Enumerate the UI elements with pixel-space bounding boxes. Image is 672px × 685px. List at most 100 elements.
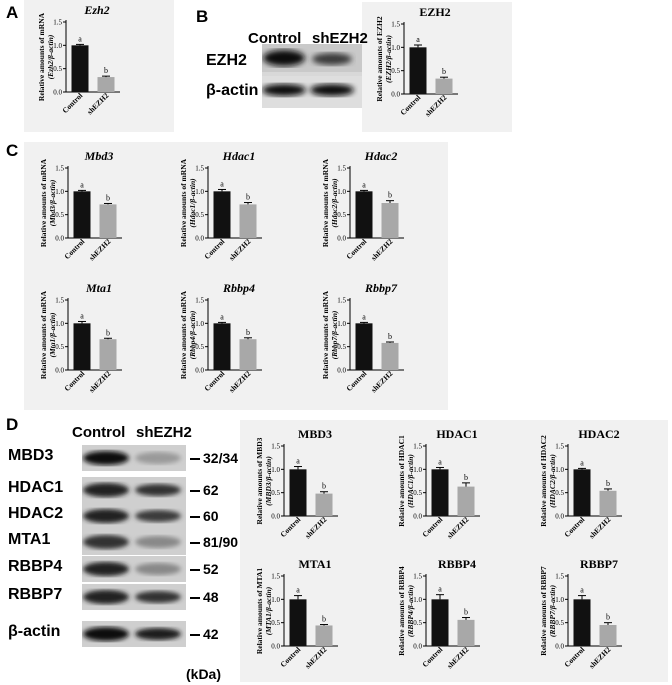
band-control-0 [83, 451, 129, 465]
bar-shezh2 [435, 78, 453, 94]
mw-marker-5: 48 [203, 589, 219, 605]
mw-tick-5 [190, 597, 200, 599]
y-tick-label: 0.0 [55, 367, 64, 375]
bar-control [73, 191, 91, 238]
y-axis-label: Relative amounts of mRNA(Rbbp4/β-actin) [179, 290, 197, 379]
blot-d-label-5: RBBP7 [8, 586, 63, 603]
x-tick-label: shEZH2 [87, 369, 112, 394]
blot-b-label-ezh2: EZH2 [206, 52, 247, 69]
x-tick-label: Control [62, 237, 86, 261]
x-tick-label: Control [562, 515, 586, 539]
panel-c-background [24, 142, 448, 410]
chart-title: Hdac2 [364, 149, 398, 163]
y-tick-label: 0.5 [195, 343, 204, 351]
mw-marker-6: 42 [203, 626, 219, 642]
blot-b-header-control: Control [248, 30, 302, 47]
band-control-6 [83, 627, 129, 641]
y-tick-label: 0.5 [337, 211, 346, 219]
band-shezh2-6 [135, 628, 181, 640]
blot-d-label-2: HDAC2 [8, 505, 64, 522]
chart-title: HDAC2 [578, 427, 619, 441]
x-tick-label: shEZH2 [445, 645, 470, 670]
blot-d-header-shezh2: shEZH2 [136, 424, 192, 441]
y-tick-label: 1.0 [555, 596, 564, 604]
band-control-4 [83, 562, 129, 576]
bar-shezh2 [599, 490, 617, 516]
band-shezh2-3 [135, 536, 181, 548]
bar-shezh2 [457, 486, 475, 516]
y-tick-label: 0.5 [195, 211, 204, 219]
bar-control [355, 191, 373, 238]
band-shezh2-2 [135, 510, 181, 522]
bar-shezh2 [315, 625, 333, 646]
bar-control [289, 469, 307, 516]
bar-control [431, 599, 449, 646]
y-axis-label: Relative amounts of MTA1(MTA1/β-actin) [255, 568, 273, 655]
y-tick-label: 0.0 [555, 643, 564, 651]
band-control-1 [83, 483, 129, 497]
y-tick-label: 0.0 [555, 513, 564, 521]
blot-d-label-0: MBD3 [8, 447, 54, 464]
blot-d-lane-6 [82, 621, 186, 647]
significance-letter: a [438, 457, 442, 466]
significance-letter: b [322, 615, 326, 624]
significance-letter: b [322, 482, 326, 491]
y-axis-label: Relative amounts of RBBP4(RBBP4/β-actin) [397, 566, 415, 656]
mw-tick-1 [190, 490, 200, 492]
significance-letter: a [438, 585, 442, 594]
significance-letter: b [442, 67, 446, 76]
y-tick-label: 1.0 [391, 44, 400, 52]
significance-letter: b [388, 332, 392, 341]
y-tick-label: 0.5 [337, 343, 346, 351]
panel-label-a: A [6, 3, 19, 22]
y-tick-label: 1.0 [271, 466, 280, 474]
y-axis-label: Relative amounts of HDAC1(HDAC1/β-actin) [397, 435, 415, 527]
band-shezh2-5 [135, 591, 181, 603]
bar-shezh2 [457, 619, 475, 646]
y-axis-label: Relative amounts of mRNA(Rbbp7/β-actin) [321, 290, 339, 379]
band-control-2 [83, 509, 129, 523]
y-tick-label: 0.5 [555, 489, 564, 497]
x-tick-label: shEZH2 [423, 93, 448, 118]
x-tick-label: Control [562, 645, 586, 669]
bar-shezh2 [381, 342, 399, 370]
y-tick-label: 1.5 [555, 443, 564, 451]
band-actin-control [262, 84, 306, 96]
panel-d-charts-background [240, 420, 668, 682]
x-tick-label: shEZH2 [369, 237, 394, 262]
bar-shezh2 [239, 339, 257, 370]
y-tick-label: 1.0 [413, 466, 422, 474]
x-tick-label: Control [60, 91, 84, 115]
x-tick-label: shEZH2 [85, 91, 110, 116]
mw-marker-2: 60 [203, 508, 219, 524]
y-tick-label: 0.0 [391, 91, 400, 99]
panel-label-d: D [6, 415, 19, 434]
y-axis-label: Relative amounts of mRNA(Mta1/β-actin) [39, 290, 57, 379]
significance-letter: a [80, 180, 84, 189]
y-tick-label: 1.0 [195, 320, 204, 328]
bar-control [73, 323, 91, 370]
x-tick-label: Control [202, 369, 226, 393]
y-tick-label: 0.0 [413, 643, 422, 651]
band-control-5 [83, 590, 129, 604]
blot-d-lane-3 [82, 529, 186, 555]
y-tick-label: 1.5 [391, 21, 400, 29]
mw-tick-2 [190, 516, 200, 518]
bar-control [213, 323, 231, 370]
chart-title: MBD3 [298, 427, 332, 441]
band-ezh2-shezh2 [312, 53, 352, 65]
y-tick-label: 1.5 [195, 165, 204, 173]
bar-shezh2 [599, 625, 617, 646]
significance-letter: b [104, 66, 108, 75]
y-tick-label: 0.5 [271, 619, 280, 627]
y-axis-label: Relative amounts of mRNA(Mbd3/β-actin) [39, 158, 57, 247]
x-tick-label: Control [398, 93, 422, 117]
